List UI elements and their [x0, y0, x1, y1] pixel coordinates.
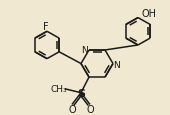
Text: CH₃: CH₃	[51, 85, 67, 93]
Text: S: S	[77, 88, 85, 98]
Text: OH: OH	[141, 9, 156, 19]
Text: N: N	[82, 45, 88, 54]
Text: O: O	[86, 104, 94, 114]
Text: N: N	[114, 60, 120, 69]
Text: F: F	[43, 22, 49, 32]
Text: O: O	[68, 104, 76, 114]
